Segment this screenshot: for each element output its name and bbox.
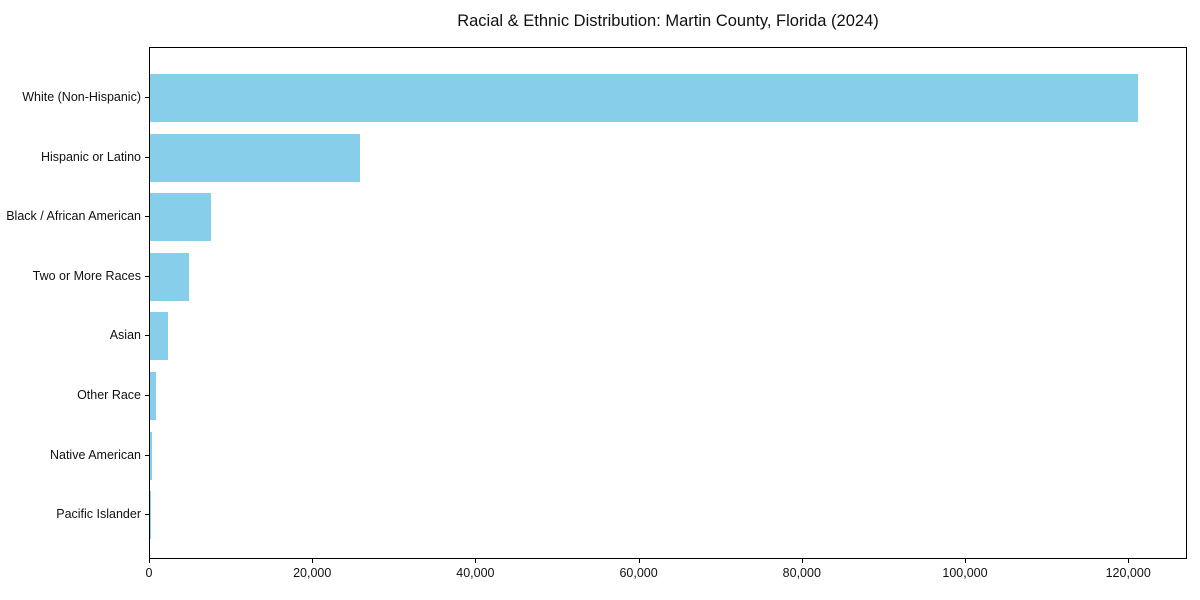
x-tick-label: 100,000 <box>942 566 988 580</box>
x-tick-label: 20,000 <box>293 566 332 580</box>
y-tick-label: Two or More Races <box>32 268 141 283</box>
x-tick-mark <box>1128 559 1130 563</box>
y-tick-mark <box>145 454 149 456</box>
y-tick-mark <box>145 394 149 396</box>
x-tick-mark <box>965 559 966 563</box>
y-tick-mark <box>145 97 149 99</box>
x-tick-mark <box>638 559 640 563</box>
x-tick-mark <box>475 559 477 563</box>
bar-asian <box>150 312 168 361</box>
y-tick-mark <box>145 514 149 516</box>
y-tick-mark <box>145 216 149 218</box>
bar-black-african-american <box>150 193 212 242</box>
x-tick-label: 60,000 <box>619 566 658 580</box>
y-tick-mark <box>145 335 149 337</box>
x-tick-mark <box>801 559 803 563</box>
bar-two-or-more-races <box>150 252 190 301</box>
x-tick-label: 120,000 <box>1105 566 1151 580</box>
chart-title: Racial & Ethnic Distribution: Martin Cou… <box>457 12 879 30</box>
bar-native-american <box>150 431 152 480</box>
x-tick-mark <box>149 559 150 563</box>
bar-white-non-hispanic <box>150 74 1139 123</box>
y-tick-label: Black / African American <box>6 209 141 224</box>
y-tick-label: Native American <box>49 447 141 462</box>
y-tick-label: Asian <box>109 328 141 343</box>
x-tick-mark <box>312 559 314 563</box>
y-tick-label: Hispanic or Latino <box>40 149 141 164</box>
y-tick-label: Other Race <box>77 387 141 402</box>
x-tick-label: 40,000 <box>456 566 495 580</box>
bar-other-race <box>150 371 156 420</box>
plot-area <box>149 47 1187 559</box>
bar-hispanic-or-latino <box>150 133 360 182</box>
y-tick-label: White (Non-Hispanic) <box>22 90 141 105</box>
y-tick-label: Pacific Islander <box>56 507 141 522</box>
x-tick-label: 0 <box>145 566 153 580</box>
y-tick-mark <box>145 156 149 158</box>
y-tick-mark <box>145 275 149 277</box>
x-tick-label: 80,000 <box>782 566 821 580</box>
